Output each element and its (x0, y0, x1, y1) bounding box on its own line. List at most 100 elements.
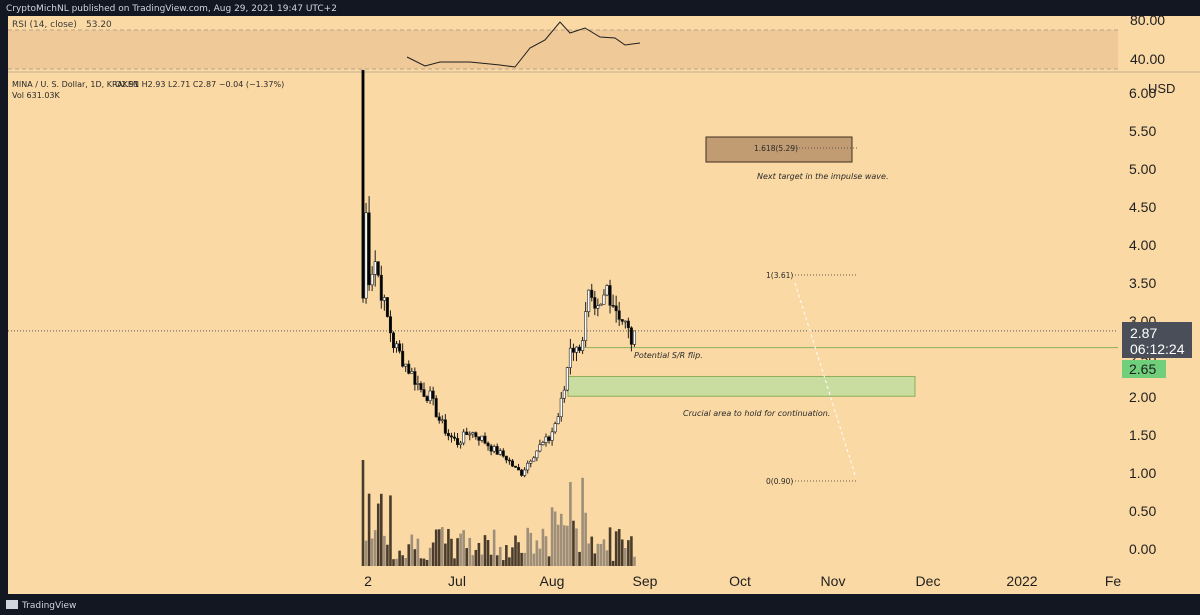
candle (590, 283, 594, 302)
candle (547, 435, 551, 444)
candle (614, 295, 618, 323)
candle (574, 346, 578, 362)
volume-bar (596, 543, 600, 566)
last-price-box (1122, 322, 1192, 358)
price-tick-label: 0.00 (1129, 541, 1156, 557)
symbol-title: MINA / U. S. Dollar, 1D, KRAKEN (12, 80, 139, 89)
candle-body (459, 442, 463, 445)
volume-bar (581, 477, 584, 566)
candle (416, 375, 420, 391)
candle-body (370, 273, 374, 286)
time-tick-label: 2022 (1006, 573, 1037, 589)
fib-trend-line[interactable] (794, 282, 857, 479)
candle (376, 261, 380, 278)
candle-body (559, 397, 563, 418)
candle (437, 412, 441, 424)
volume-bar (431, 542, 435, 566)
candle-body (532, 457, 536, 462)
candle-body (404, 363, 408, 367)
candle-body (571, 347, 575, 353)
candle-body (474, 432, 478, 438)
volume-bar (599, 543, 603, 566)
sr-flip-note: Potential S/R flip. (634, 351, 703, 360)
volume-bar (566, 525, 569, 566)
candle (544, 433, 548, 447)
candle-body (379, 274, 383, 301)
candle (587, 289, 591, 318)
candle-body (492, 446, 496, 452)
time-tick-label: Fe (1105, 573, 1122, 589)
candle (532, 455, 536, 462)
volume-bar (572, 520, 575, 566)
candle-body (471, 432, 475, 435)
candle (602, 289, 606, 305)
candle-body (425, 396, 429, 402)
candle-body (556, 416, 560, 424)
candle-body (391, 332, 395, 349)
candle-body (538, 444, 542, 452)
candle (486, 441, 490, 451)
drawings: 1.618(5.29) 1(3.61) 0(0.90) Next target … (8, 136, 1118, 486)
crucial-zone[interactable] (567, 375, 916, 397)
candle-body (483, 435, 487, 444)
volume-bar (395, 558, 398, 566)
candle (446, 429, 450, 441)
candle (456, 433, 460, 448)
candle-body (620, 319, 624, 322)
candle-body (462, 431, 466, 444)
volume-bar (450, 538, 453, 566)
candle (373, 250, 377, 287)
candle (593, 290, 597, 316)
time-tick-label: Oct (729, 573, 751, 589)
candle-body (614, 305, 618, 312)
volume-bar (624, 548, 627, 566)
candle (498, 448, 502, 456)
candle (480, 435, 484, 443)
candle (440, 415, 444, 424)
candle (382, 294, 386, 311)
candle (449, 432, 453, 443)
volume-bar (444, 543, 447, 566)
volume-bar (553, 511, 557, 566)
candle-body (385, 297, 389, 317)
candle (419, 381, 423, 393)
price-tick-label: 4.00 (1129, 237, 1156, 253)
candle-body (361, 69, 365, 299)
candle (507, 457, 511, 465)
candle (581, 336, 585, 355)
rsi-value: 53.20 (86, 20, 112, 30)
candle (526, 460, 530, 474)
candle-body (568, 347, 572, 368)
time-axis[interactable]: 2 Jul Aug Sep Oct Nov Dec 2022 Fe (364, 573, 1121, 589)
volume-bar (505, 545, 508, 566)
volume-bar (407, 544, 411, 566)
candle (529, 459, 533, 468)
crucial-area-note: Crucial area to hold for continuation. (683, 409, 830, 418)
candle (398, 340, 402, 354)
candle-series (361, 69, 636, 478)
volume-bar (593, 553, 597, 566)
volume-bar (617, 529, 621, 566)
candle (477, 436, 481, 446)
candle (425, 395, 429, 403)
volume-bar (480, 554, 484, 566)
volume-bar (547, 556, 551, 566)
candle (513, 465, 517, 468)
candle-body (422, 389, 426, 397)
candle-body (431, 390, 435, 399)
candle-body (523, 469, 527, 476)
volume-bar (605, 550, 609, 566)
candle (459, 440, 463, 449)
price-axis[interactable]: 6.005.505.004.504.003.503.002.502.001.50… (1129, 85, 1156, 557)
volume-bar (471, 555, 475, 566)
candle-body (605, 285, 609, 296)
candle (571, 343, 575, 361)
price-tick-label: 4.50 (1129, 199, 1156, 215)
candle-body (367, 212, 371, 286)
candle-body (626, 320, 630, 329)
candle (443, 414, 447, 436)
fib-target-box[interactable] (705, 136, 853, 163)
candle (562, 385, 566, 403)
volume-bar (486, 540, 490, 566)
